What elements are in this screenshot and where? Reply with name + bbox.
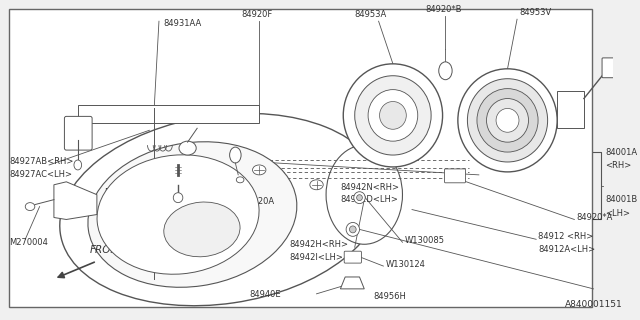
Text: 84942N<RH>: 84942N<RH> xyxy=(340,183,399,192)
Text: 84920F: 84920F xyxy=(242,10,273,19)
Text: 84931AA: 84931AA xyxy=(164,19,202,28)
Circle shape xyxy=(477,89,538,152)
FancyBboxPatch shape xyxy=(65,116,92,150)
Ellipse shape xyxy=(164,202,240,257)
Ellipse shape xyxy=(253,165,266,175)
Ellipse shape xyxy=(97,155,259,274)
Circle shape xyxy=(349,226,356,233)
Ellipse shape xyxy=(326,145,403,244)
Circle shape xyxy=(496,108,519,132)
Ellipse shape xyxy=(179,141,196,155)
Ellipse shape xyxy=(88,142,297,287)
Circle shape xyxy=(355,76,431,155)
FancyBboxPatch shape xyxy=(445,169,465,183)
Text: 84912A<LH>: 84912A<LH> xyxy=(538,245,595,254)
Text: 84956H: 84956H xyxy=(374,292,406,301)
Ellipse shape xyxy=(25,203,35,211)
Text: 84940E: 84940E xyxy=(250,290,282,299)
Text: 84942H<RH>: 84942H<RH> xyxy=(290,240,349,249)
Text: A840001151: A840001151 xyxy=(565,300,623,309)
Circle shape xyxy=(368,90,418,141)
Circle shape xyxy=(354,192,365,204)
Ellipse shape xyxy=(230,147,241,163)
Polygon shape xyxy=(54,182,97,220)
Ellipse shape xyxy=(74,160,82,170)
Circle shape xyxy=(380,101,406,129)
Text: 84953V: 84953V xyxy=(519,8,551,17)
Ellipse shape xyxy=(439,62,452,80)
Text: <RH>: <RH> xyxy=(605,162,631,171)
Circle shape xyxy=(467,79,548,162)
Text: 84942I<LH>: 84942I<LH> xyxy=(290,253,344,262)
Polygon shape xyxy=(340,277,364,289)
FancyBboxPatch shape xyxy=(344,251,362,263)
Text: 84927AB<RH>: 84927AB<RH> xyxy=(9,157,74,166)
Text: 84001A: 84001A xyxy=(605,148,637,156)
Text: M270004: M270004 xyxy=(104,188,143,197)
Text: 84001B: 84001B xyxy=(605,195,637,204)
Circle shape xyxy=(356,195,362,201)
Ellipse shape xyxy=(310,180,323,190)
Bar xyxy=(78,106,259,123)
Text: 84920A: 84920A xyxy=(242,197,274,206)
Text: W130085: W130085 xyxy=(404,236,444,245)
Text: 84942D<LH>: 84942D<LH> xyxy=(340,195,398,204)
FancyBboxPatch shape xyxy=(602,58,621,78)
Text: 84920*A: 84920*A xyxy=(576,213,612,222)
Text: 84927AC<LH>: 84927AC<LH> xyxy=(9,170,72,180)
Text: <LH>: <LH> xyxy=(605,209,630,218)
Ellipse shape xyxy=(236,177,244,183)
Circle shape xyxy=(173,193,183,203)
Circle shape xyxy=(486,99,529,142)
Text: 84953A: 84953A xyxy=(355,10,387,19)
Text: 84920*B: 84920*B xyxy=(426,5,462,14)
Text: W130124: W130124 xyxy=(385,260,425,268)
Bar xyxy=(557,91,584,128)
Ellipse shape xyxy=(60,113,382,306)
Circle shape xyxy=(346,222,360,236)
Text: 84912 <RH>: 84912 <RH> xyxy=(538,232,593,241)
Circle shape xyxy=(458,69,557,172)
Text: M270004: M270004 xyxy=(9,238,48,247)
Text: FRONT: FRONT xyxy=(89,245,125,255)
Circle shape xyxy=(343,64,443,167)
